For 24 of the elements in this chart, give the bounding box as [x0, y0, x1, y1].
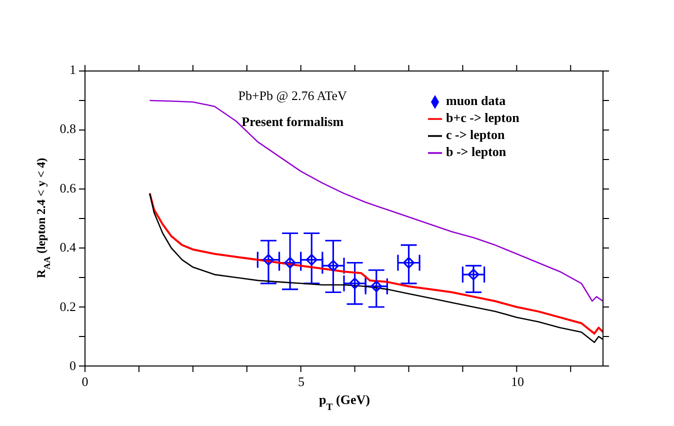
point	[284, 256, 296, 269]
x-tick-label: 0	[82, 374, 88, 389]
y-tick-label: 0.8	[60, 121, 76, 136]
annotation: Present formalism	[242, 114, 344, 129]
annotation: Pb+Pb @ 2.76 ATeV	[238, 88, 348, 103]
y-tick-label: 0	[70, 358, 76, 373]
y-tick-label: 0.6	[60, 180, 76, 196]
x-axis-title: p$_{T}$ (GeV)	[319, 392, 370, 412]
point	[327, 260, 340, 272]
legend-label: b -> lepton	[446, 144, 506, 160]
point	[468, 268, 480, 280]
point	[262, 254, 274, 266]
legend-label: c -> lepton	[446, 127, 505, 142]
x-tick-label: 10	[511, 374, 524, 389]
y-tick-label: 1	[70, 62, 76, 77]
point	[370, 280, 382, 292]
y-tick-label: 0.2	[60, 298, 76, 314]
point	[402, 256, 415, 269]
x-tick-label: 5	[298, 374, 304, 389]
legend-label: muon data	[446, 93, 506, 108]
legend-label: b+c -> lepton	[446, 110, 520, 126]
y-tick-label: 0.4	[60, 240, 76, 255]
point	[306, 254, 318, 266]
point	[348, 278, 361, 290]
